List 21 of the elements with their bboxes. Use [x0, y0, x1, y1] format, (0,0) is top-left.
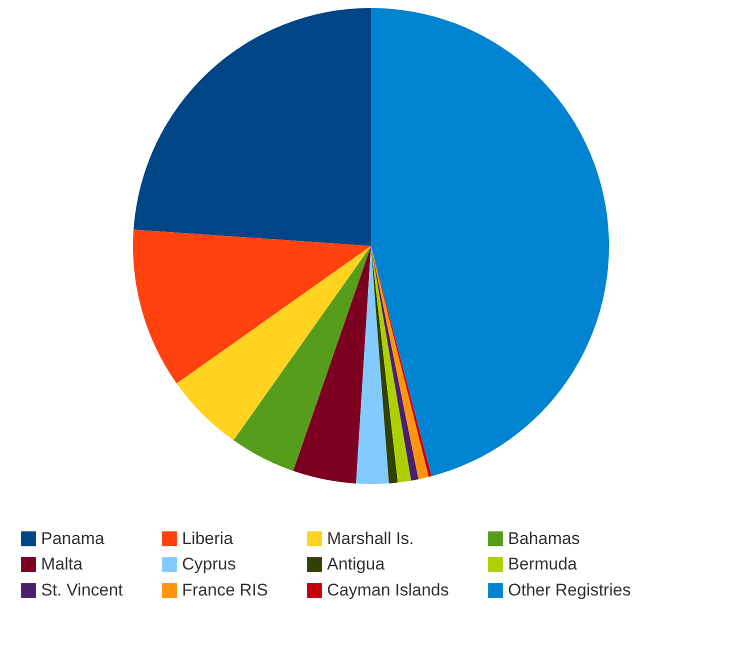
- legend-label: Cyprus: [182, 554, 236, 574]
- legend-label: Antigua: [327, 554, 386, 574]
- legend-label: Bermuda: [508, 554, 578, 574]
- pie-slice: [133, 230, 371, 384]
- legend-label: Panama: [41, 528, 105, 548]
- pie-slice: [371, 246, 412, 482]
- legend-label: France RIS: [182, 580, 268, 600]
- pie-slice: [134, 8, 371, 246]
- legend-label: Bahamas: [508, 528, 580, 548]
- pie-slice: [371, 8, 609, 476]
- legend-label: Liberia: [182, 528, 234, 548]
- pie-slice: [234, 246, 371, 471]
- pie-slice: [371, 246, 419, 481]
- legend-label: Cayman Islands: [327, 580, 449, 600]
- pie-slice: [293, 246, 371, 484]
- legend-label: Other Registries: [508, 580, 631, 600]
- pie-slice: [371, 246, 398, 484]
- legend-label: Marshall Is.: [327, 528, 414, 548]
- legend-label: St. Vincent: [41, 580, 124, 600]
- legend-label: Malta: [41, 554, 84, 574]
- pie-slice: [176, 246, 371, 440]
